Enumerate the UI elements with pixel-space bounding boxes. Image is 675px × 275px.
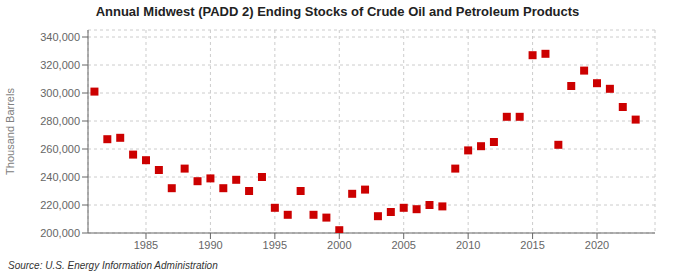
svg-text:2010: 2010 <box>456 239 480 251</box>
svg-text:340,000: 340,000 <box>40 31 80 43</box>
svg-text:1995: 1995 <box>263 239 287 251</box>
svg-text:240,000: 240,000 <box>40 171 80 183</box>
svg-text:260,000: 260,000 <box>40 143 80 155</box>
svg-text:320,000: 320,000 <box>40 59 80 71</box>
html-text:Annual Midwest (PADD 2) Ending: Annual Midwest (PADD 2) Ending Stocks of… <box>95 4 580 19</box>
svg-text:300,000: 300,000 <box>40 87 80 99</box>
svg-text:2015: 2015 <box>520 239 544 251</box>
svg-text:1985: 1985 <box>134 239 158 251</box>
svg-text:Thousand Barrels: Thousand Barrels <box>8 88 16 175</box>
svg-text:200,000: 200,000 <box>40 227 80 239</box>
svg-text:2005: 2005 <box>391 239 415 251</box>
svg-text:280,000: 280,000 <box>40 115 80 127</box>
svg-text:2000: 2000 <box>327 239 351 251</box>
svg-text:220,000: 220,000 <box>40 199 80 211</box>
svg-text:1990: 1990 <box>198 239 222 251</box>
html-text:Source: U.S. Energy Informatio: Source: U.S. Energy Information Administ… <box>8 260 218 271</box>
svg-text:2020: 2020 <box>585 239 609 251</box>
